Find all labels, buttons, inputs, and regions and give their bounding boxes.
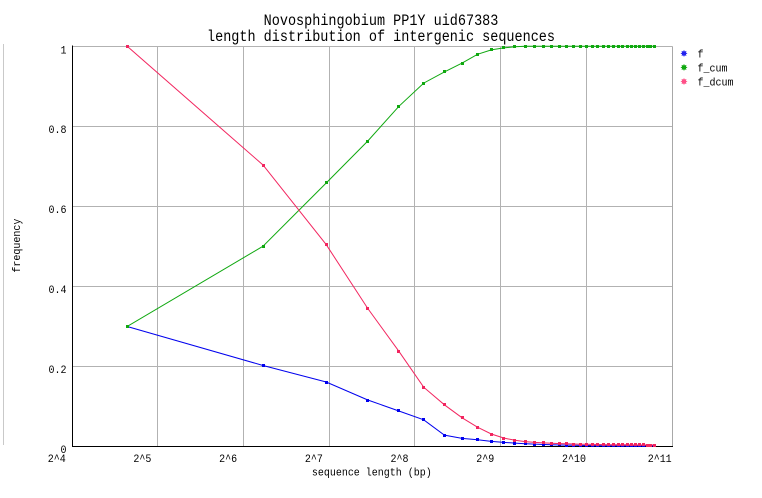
svg-text:f: f bbox=[698, 49, 704, 62]
svg-text:f_dcum: f_dcum bbox=[698, 77, 734, 90]
svg-text:0.2: 0.2 bbox=[49, 365, 67, 378]
svg-text:2^11: 2^11 bbox=[648, 454, 672, 467]
svg-text:2^9: 2^9 bbox=[476, 454, 494, 467]
svg-text:2^10: 2^10 bbox=[562, 454, 586, 467]
svg-text:0.8: 0.8 bbox=[49, 125, 67, 138]
svg-text:Novosphingobium PP1Y uid67383: Novosphingobium PP1Y uid67383 bbox=[264, 13, 499, 30]
svg-text:0: 0 bbox=[60, 445, 66, 458]
svg-text:2^8: 2^8 bbox=[391, 454, 409, 467]
svg-text:length distribution of interge: length distribution of intergenic sequen… bbox=[207, 29, 555, 46]
svg-text:2^5: 2^5 bbox=[133, 454, 151, 467]
svg-text:2^4: 2^4 bbox=[48, 454, 66, 467]
svg-text:0.6: 0.6 bbox=[49, 205, 67, 218]
svg-text:0.4: 0.4 bbox=[49, 285, 67, 298]
svg-text:1: 1 bbox=[60, 45, 66, 58]
svg-text:f_cum: f_cum bbox=[698, 63, 728, 76]
svg-text:sequence length (bp): sequence length (bp) bbox=[312, 467, 432, 480]
svg-text:frequency: frequency bbox=[12, 219, 25, 273]
svg-text:2^6: 2^6 bbox=[219, 454, 237, 467]
svg-text:2^7: 2^7 bbox=[305, 454, 323, 467]
